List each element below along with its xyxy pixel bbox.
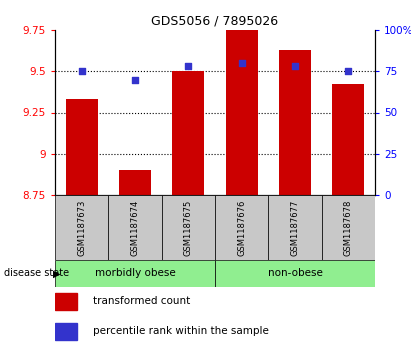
Text: ▶: ▶ [53, 269, 60, 278]
Bar [55, 323, 77, 340]
Text: GSM1187677: GSM1187677 [291, 199, 300, 256]
Point [292, 64, 298, 69]
Text: percentile rank within the sample: percentile rank within the sample [93, 326, 269, 337]
Bar [172, 71, 204, 195]
Bar [66, 99, 98, 195]
Bar [279, 50, 311, 195]
Text: GSM1187674: GSM1187674 [131, 199, 139, 256]
Text: non-obese: non-obese [268, 269, 323, 278]
Title: GDS5056 / 7895026: GDS5056 / 7895026 [151, 15, 279, 28]
Bar [215, 195, 268, 260]
Bar [226, 30, 258, 195]
Bar [162, 195, 215, 260]
Text: disease state: disease state [4, 269, 69, 278]
Point [185, 64, 192, 69]
Text: GSM1187678: GSM1187678 [344, 199, 353, 256]
Point [345, 68, 352, 74]
Text: GSM1187676: GSM1187676 [237, 199, 246, 256]
Bar [322, 195, 375, 260]
Point [132, 77, 138, 82]
Text: GSM1187675: GSM1187675 [184, 199, 193, 256]
Bar [55, 293, 77, 310]
Text: transformed count: transformed count [93, 297, 191, 306]
Bar [55, 195, 109, 260]
Bar [268, 195, 322, 260]
Bar [109, 195, 162, 260]
Point [238, 60, 245, 66]
Bar [215, 260, 375, 287]
Point [79, 68, 85, 74]
Text: GSM1187673: GSM1187673 [77, 199, 86, 256]
Text: morbidly obese: morbidly obese [95, 269, 175, 278]
Bar [55, 260, 215, 287]
Bar [332, 85, 364, 195]
Bar [119, 170, 151, 195]
